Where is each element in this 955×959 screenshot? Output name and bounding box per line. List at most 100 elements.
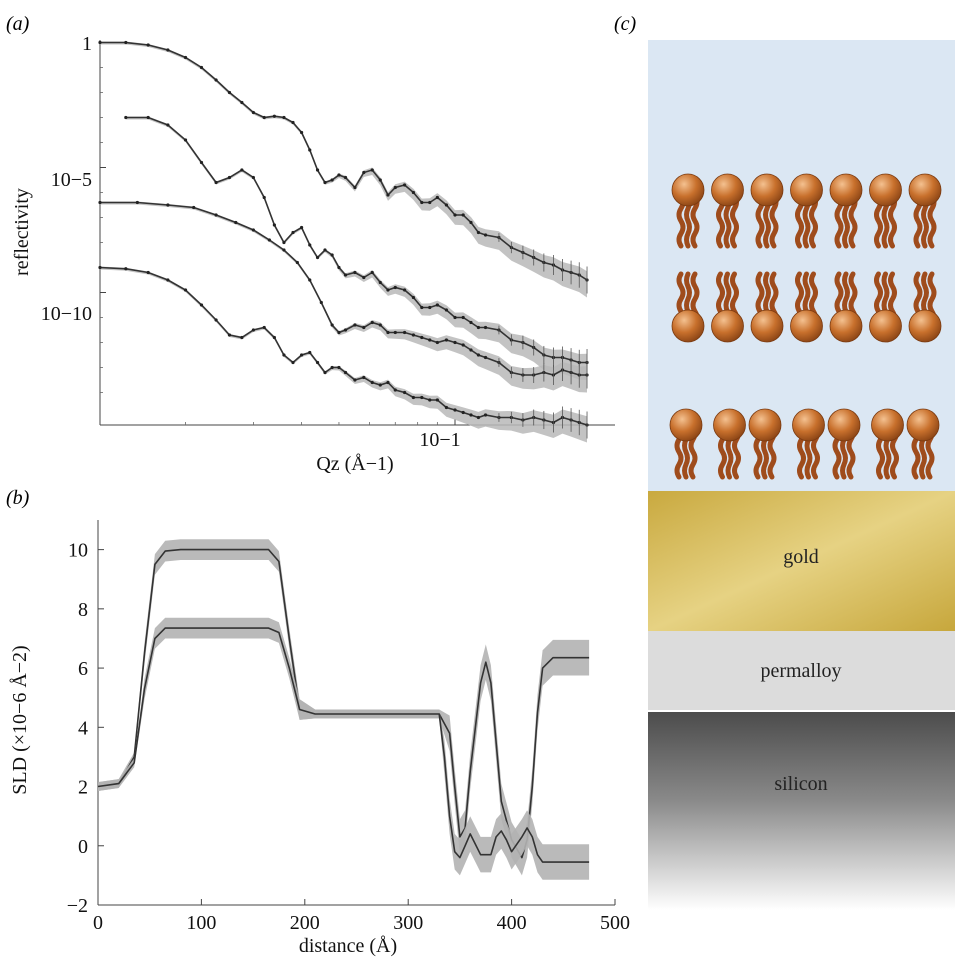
y-tick-label: 8 bbox=[78, 599, 88, 621]
lipid-head bbox=[750, 309, 784, 343]
reflectivity-chart: 1 10−5 10−10 10−1 Qz (Å−1) reflectivity bbox=[11, 33, 615, 475]
data-point bbox=[435, 340, 439, 345]
data-point bbox=[166, 123, 170, 127]
y-tick-label: 0 bbox=[78, 836, 88, 858]
data-point bbox=[330, 323, 334, 327]
data-point bbox=[227, 90, 232, 95]
data-point bbox=[476, 353, 481, 357]
data-point bbox=[420, 395, 424, 400]
data-point bbox=[330, 178, 334, 182]
data-point bbox=[362, 375, 366, 380]
data-point bbox=[240, 100, 244, 105]
data-point bbox=[227, 175, 232, 180]
lipid-head bbox=[711, 173, 744, 207]
data-point bbox=[251, 228, 256, 232]
data-point bbox=[124, 115, 128, 120]
data-point bbox=[378, 280, 382, 285]
data-point bbox=[214, 213, 218, 217]
data-point bbox=[166, 203, 170, 207]
data-point bbox=[453, 408, 457, 412]
y-axis-label: SLD (×10−6 Å−2) bbox=[9, 645, 31, 794]
lipid-tail bbox=[690, 193, 700, 249]
data-point bbox=[192, 205, 196, 210]
x-tick-label: 200 bbox=[290, 912, 320, 934]
data-point bbox=[343, 328, 348, 332]
data-point bbox=[411, 333, 416, 337]
data-point bbox=[444, 338, 449, 342]
uncertainty-band-1 bbox=[100, 41, 587, 298]
data-point bbox=[166, 48, 170, 52]
data-point bbox=[308, 278, 312, 282]
data-point bbox=[299, 225, 304, 230]
data-point bbox=[483, 355, 488, 360]
x-axis-label: Qz (Å−1) bbox=[316, 453, 393, 475]
data-point bbox=[476, 325, 481, 330]
lipid-head bbox=[869, 309, 902, 343]
data-point bbox=[199, 160, 204, 165]
data-point bbox=[323, 180, 327, 185]
data-point bbox=[262, 325, 266, 330]
data-point bbox=[272, 114, 276, 118]
data-point bbox=[461, 315, 465, 320]
fit-line-4 bbox=[99, 266, 588, 426]
data-point bbox=[483, 413, 488, 417]
data-point bbox=[378, 178, 382, 182]
y-tick-label: 10−10 bbox=[41, 303, 92, 325]
fit-line-3 bbox=[100, 201, 587, 376]
data-point bbox=[420, 305, 424, 310]
y-tick-label: 10−5 bbox=[51, 169, 92, 191]
data-point bbox=[308, 350, 312, 355]
data-point bbox=[461, 410, 465, 415]
data-point bbox=[323, 370, 327, 375]
data-point bbox=[267, 238, 271, 242]
data-point bbox=[183, 55, 188, 60]
data-point bbox=[282, 240, 286, 245]
data-point bbox=[291, 230, 295, 235]
data-point bbox=[282, 115, 286, 120]
gold-layer bbox=[648, 491, 955, 631]
lipid-head bbox=[671, 173, 705, 207]
x-tick-label: 500 bbox=[600, 912, 630, 934]
lipid-head bbox=[906, 408, 940, 442]
data-point bbox=[428, 338, 432, 342]
lipid-head bbox=[871, 408, 904, 442]
data-point bbox=[343, 370, 348, 375]
data-point bbox=[272, 223, 276, 227]
data-point bbox=[435, 398, 439, 402]
data-point bbox=[299, 130, 304, 135]
data-point bbox=[98, 200, 102, 205]
data-point bbox=[282, 353, 286, 357]
data-point bbox=[420, 200, 424, 205]
data-point bbox=[353, 323, 357, 327]
data-point bbox=[291, 360, 295, 365]
lipid-head bbox=[713, 408, 746, 442]
data-point bbox=[370, 168, 374, 172]
data-point bbox=[402, 330, 407, 335]
data-point bbox=[315, 168, 320, 172]
data-point bbox=[370, 380, 374, 385]
lipid-head bbox=[908, 173, 942, 207]
data-point bbox=[444, 308, 449, 312]
x-tick-label: 0 bbox=[93, 912, 103, 934]
data-point bbox=[98, 40, 102, 45]
y-tick-label: 4 bbox=[78, 717, 88, 739]
data-point bbox=[393, 285, 397, 290]
y-tick-label: 6 bbox=[78, 658, 88, 680]
data-point bbox=[251, 328, 256, 332]
data-point bbox=[362, 275, 366, 280]
data-point bbox=[214, 318, 218, 322]
panel-label-b: (b) bbox=[6, 487, 30, 509]
panel-label-c: (c) bbox=[614, 13, 637, 35]
sld-line-2 bbox=[97, 627, 590, 863]
data-point bbox=[370, 320, 374, 325]
data-point bbox=[315, 255, 320, 260]
y-tick-label: 10 bbox=[68, 540, 88, 562]
data-point bbox=[453, 315, 457, 320]
bilayer-schematic: gold permalloy silicon bbox=[648, 40, 955, 910]
sld-line-1 bbox=[97, 548, 590, 859]
lipid-tail bbox=[848, 193, 858, 249]
data-point bbox=[393, 330, 397, 335]
x-tick-label: 300 bbox=[393, 912, 423, 934]
data-point bbox=[362, 325, 366, 330]
